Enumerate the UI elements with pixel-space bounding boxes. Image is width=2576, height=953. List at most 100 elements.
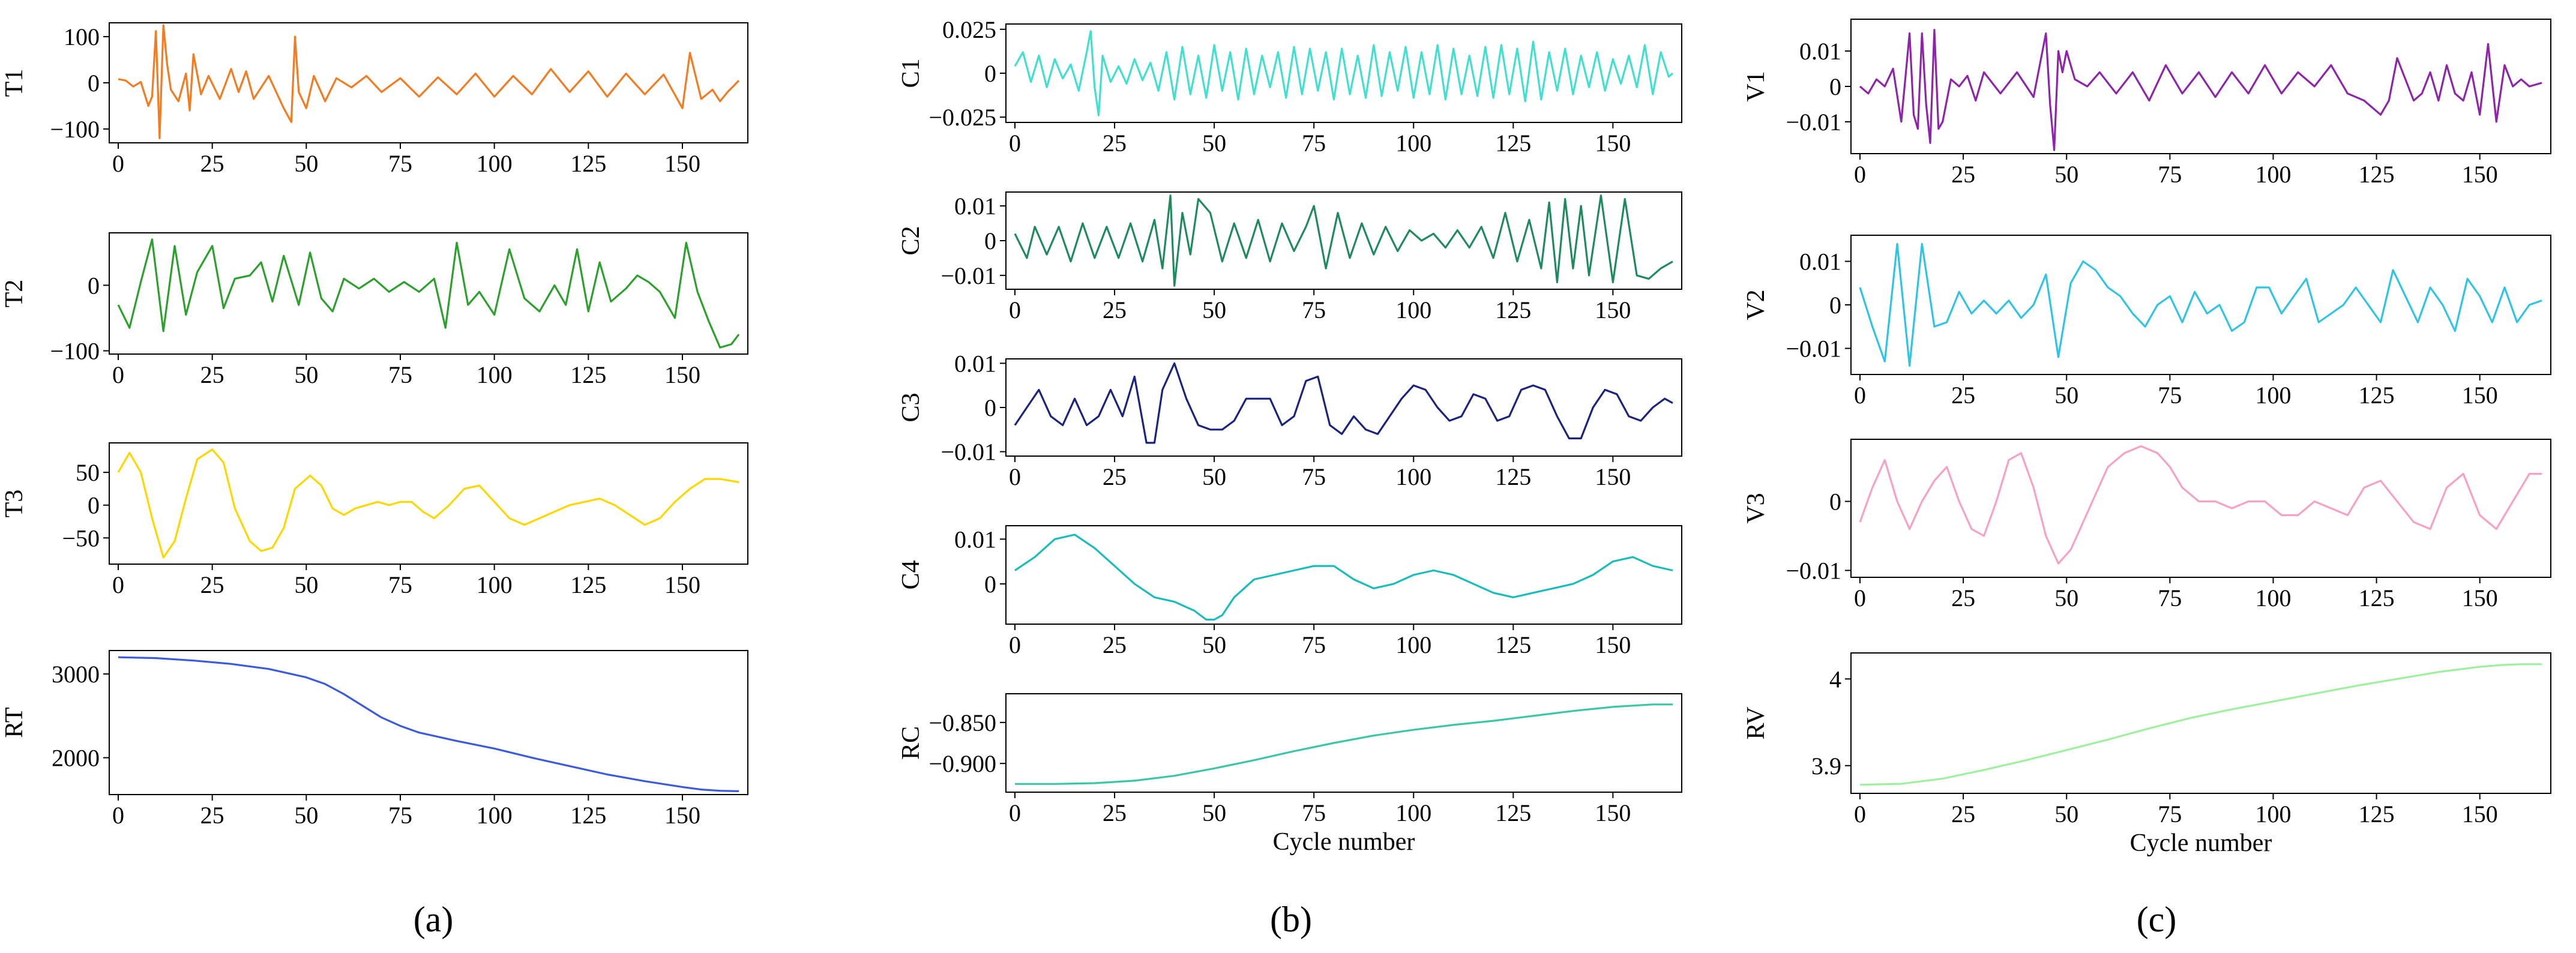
x-tick-label: 0 [1009,296,1021,323]
series-line-rc [1015,703,1673,785]
x-tick-label: 75 [1302,799,1326,826]
x-tick-label: 150 [664,802,700,829]
x-tick-label: 150 [1595,296,1631,323]
subplot-t3: 0 25 50 75 100 125 150 −50 0 50 T3 [1,442,748,598]
series-line-v3 [1859,445,2542,565]
axes-frame [1005,693,1682,793]
y-tick-label: 0 [984,227,996,254]
x-tick-label: 25 [1951,585,1975,612]
panel-label-a: (a) [414,900,454,939]
series-line-c4 [1014,534,1673,621]
x-tick-label: 150 [2462,161,2498,188]
x-tick-label: 150 [1595,799,1631,826]
y-tick-label: 0 [1829,73,1841,100]
axes-frame [1850,652,2551,794]
x-tick-label: 100 [2255,585,2291,612]
series-line-t1 [118,24,740,139]
x-tick-label: 75 [1302,463,1326,490]
series-line-t3 [117,448,739,559]
x-tick-label: 150 [1595,130,1631,157]
y-axis-label: V3 [1742,493,1770,523]
x-tick-label: 25 [1103,130,1127,157]
x-tick-label: 25 [200,150,224,177]
x-tick-label: 125 [570,802,606,829]
x-tick-label: 0 [1854,161,1866,188]
x-tick-label: 125 [570,361,606,388]
y-axis-label: V1 [1742,71,1770,101]
x-tick-label: 0 [112,571,124,598]
y-axis-label: RC [897,726,925,760]
x-tick-label: 125 [1495,631,1531,658]
panel-label-b: (b) [1270,900,1312,939]
y-tick-label: 0 [88,492,100,519]
x-tick-label: 0 [1009,799,1021,826]
subplots-group: 0 25 50 75 100 125 150 −100 0 100 T1 0 25 50 75 100 125 1… [1,16,2551,857]
x-tick-label: 100 [2255,161,2291,188]
x-tick-label: 25 [1103,296,1127,323]
y-tick-label: 0 [88,70,100,97]
x-tick-label: 50 [294,361,318,388]
x-tick-label: 150 [2462,801,2498,828]
x-tick-label: 125 [2359,161,2395,188]
x-tick-label: 25 [200,802,224,829]
axes-frame [1850,439,2551,578]
series-line-c1 [1014,30,1674,116]
x-tick-label: 150 [1595,463,1631,490]
x-axis-label: Cycle number [1273,828,1415,856]
x-tick-label: 150 [2462,382,2498,409]
x-tick-label: 125 [2359,585,2395,612]
y-tick-label: −100 [50,338,100,365]
subplot-c2: 0 25 50 75 100 125 150 −0.01 0 0.01 C2 [897,191,1682,323]
subplot-v3: 0 25 50 75 100 125 150 −0.01 0 V3 [1742,439,2551,612]
x-tick-label: 25 [1951,382,1975,409]
y-tick-label: 0.01 [954,193,996,220]
y-axis-label: C4 [897,560,925,589]
x-tick-label: 125 [2359,801,2395,828]
y-tick-label: 0.01 [954,350,996,377]
x-tick-label: 0 [112,802,124,829]
y-tick-label: 0.01 [1799,248,1841,275]
subplot-rt: 0 25 50 75 100 125 150 2000 3000 RT [1,650,748,829]
y-tick-label: −0.025 [928,104,996,131]
y-axis-label: T1 [1,69,28,97]
subplot-rv: 0 25 50 75 100 125 150 3.9 4 RV Cycle number [1742,652,2551,857]
y-tick-label: 3.9 [1811,753,1841,780]
axes-frame [109,442,748,565]
y-axis-label: C2 [897,226,925,255]
x-tick-label: 0 [112,150,124,177]
x-tick-label: 25 [200,571,224,598]
x-tick-label: 125 [570,571,606,598]
y-tick-label: 0.01 [1799,38,1841,65]
y-tick-label: −0.01 [940,439,996,466]
y-tick-label: 0.025 [942,16,996,43]
x-tick-label: 150 [2462,585,2498,612]
y-tick-label: 100 [64,23,100,50]
series-line-v2 [1859,242,2542,367]
x-tick-label: 100 [2255,801,2291,828]
x-axis-label: Cycle number [2130,829,2272,857]
x-tick-label: 50 [2054,382,2078,409]
x-tick-label: 75 [1302,130,1326,157]
y-axis-label: T2 [1,280,28,308]
y-axis-label: RT [1,707,28,738]
x-tick-label: 75 [2158,161,2182,188]
x-tick-label: 50 [2054,161,2078,188]
x-tick-label: 0 [1009,631,1021,658]
x-tick-label: 100 [1395,799,1431,826]
x-tick-label: 100 [1395,463,1431,490]
x-tick-label: 25 [200,361,224,388]
subplot-v1: 0 25 50 75 100 125 150 −0.01 0 0.01 V1 [1742,19,2551,188]
axes-frame [1850,19,2551,154]
y-tick-label: 0 [1829,292,1841,319]
x-tick-label: 50 [2054,801,2078,828]
x-tick-label: 100 [477,571,513,598]
x-tick-label: 75 [2158,585,2182,612]
axes-frame [1005,358,1682,457]
y-tick-label: −0.01 [940,262,996,289]
y-tick-label: −0.01 [1786,335,1841,362]
x-tick-label: 50 [1202,130,1226,157]
x-tick-label: 25 [1103,799,1127,826]
axes-frame [1850,235,2551,375]
subplot-t1: 0 25 50 75 100 125 150 −100 0 100 T1 [1,22,748,177]
